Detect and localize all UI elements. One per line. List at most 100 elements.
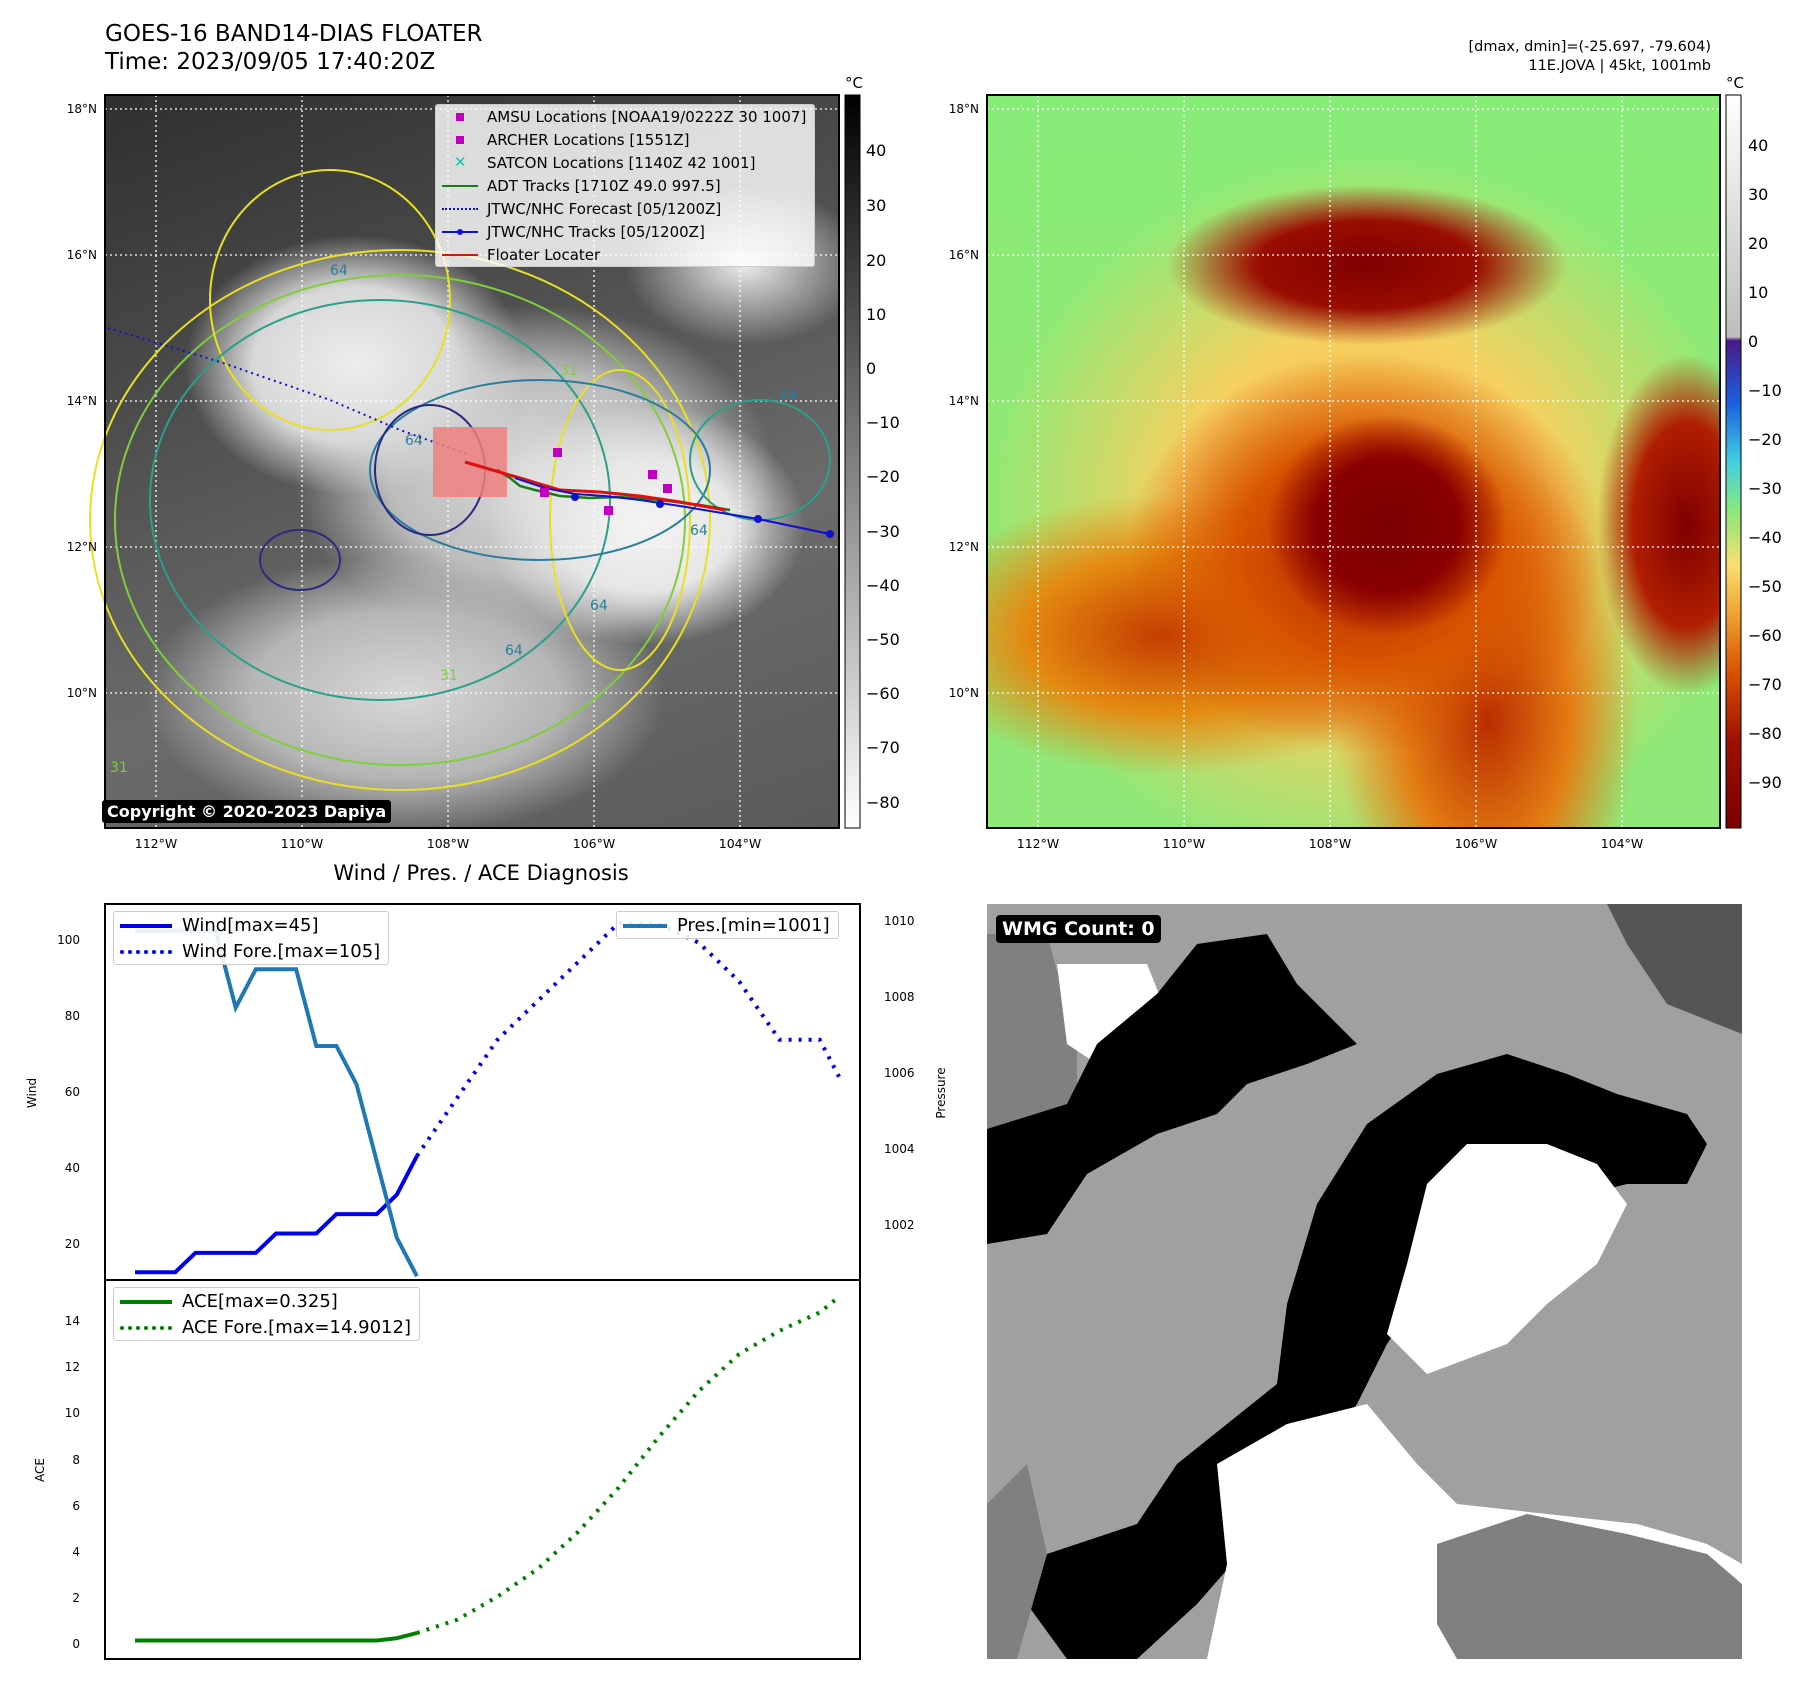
wmg-count-badge: WMG Count: 0: [996, 915, 1161, 943]
pressure-legend: Pres.[min=1001]: [616, 911, 839, 939]
gray-cbar-tick: −50: [866, 630, 900, 649]
legend-item-ace-fore: ACE Fore.[max=14.9012]: [114, 1314, 419, 1340]
wmg-white-cloud-right: [1387, 1144, 1627, 1374]
ir-map-lon-ticks: 112°W 110°W 108°W 106°W 104°W: [135, 836, 761, 851]
wind-tick: 100: [57, 933, 80, 947]
wmg-mid-patch-left: [987, 1464, 1047, 1659]
lon-tick: 108°W: [427, 836, 469, 851]
legend-item-wind-fore: Wind Fore.[max=105]: [114, 938, 388, 964]
legend-item-tracks: JTWC/NHC Tracks [05/1200Z]: [436, 220, 814, 243]
legend-label: Pres.[min=1001]: [677, 914, 830, 936]
color-cbar-tick: −10: [1748, 381, 1782, 400]
contour-label: 31: [110, 760, 128, 776]
gray-cbar-tick: −10: [866, 413, 900, 432]
wind-tick: 60: [65, 1085, 80, 1099]
lon-tick: 104°W: [1601, 836, 1643, 851]
color-colorbar-ticks: 40 30 20 10 0 −10 −20 −30 −40 −50 −60 −7…: [1748, 136, 1782, 792]
gray-cbar-tick: 0: [866, 359, 876, 378]
lat-tick: 12°N: [67, 540, 97, 554]
lat-tick: 16°N: [949, 248, 979, 262]
ace-tick: 12: [65, 1360, 80, 1374]
legend-label: Floater Locater: [487, 245, 601, 264]
copyright-badge: Copyright © 2020-2023 Dapiya: [102, 800, 392, 823]
wind-axis-label: Wind: [25, 1078, 39, 1108]
legend-item-ace: ACE[max=0.325]: [114, 1288, 419, 1314]
contour-label: 64: [405, 433, 423, 449]
jtwc-track-points: [571, 493, 834, 538]
wmg-black-band-upper: [987, 934, 1357, 1244]
line-marker-icon: [442, 249, 478, 261]
gray-cbar-tick: −70: [866, 738, 900, 757]
wind-axis-ticks: 100 80 60 40 20: [57, 933, 80, 1251]
lat-tick: 14°N: [67, 394, 97, 408]
wind-legend: Wind[max=45] Wind Fore.[max=105]: [113, 911, 390, 965]
lat-tick: 18°N: [949, 102, 979, 116]
color-cbar-tick: 10: [1748, 283, 1768, 302]
legend-label: SATCON Locations [1140Z 42 1001]: [487, 153, 756, 172]
archer-marker: [648, 470, 657, 479]
jtwc-forecast-line: [107, 327, 471, 456]
ace-legend: ACE[max=0.325] ACE Fore.[max=14.9012]: [113, 1287, 420, 1341]
square-marker-icon: [442, 134, 478, 146]
series-line-1-0: [135, 928, 419, 1278]
lat-tick: 10°N: [67, 686, 97, 700]
color-cbar-tick: −60: [1748, 626, 1782, 645]
contour-label: 31: [560, 363, 578, 379]
gray-cbar-tick: −60: [866, 684, 900, 703]
legend-item-pressure: Pres.[min=1001]: [617, 912, 838, 938]
ir-map-lat-ticks: 18°N 16°N 14°N 12°N 10°N: [67, 102, 97, 700]
jtwc-track-line: [514, 477, 831, 535]
ace-tick: 10: [65, 1406, 80, 1420]
contour-label: 31: [440, 668, 458, 684]
legend-item-archer: ARCHER Locations [1551Z]: [436, 128, 814, 151]
ace-tick: 2: [72, 1591, 80, 1605]
color-map-lat-ticks: 18°N 16°N 14°N 12°N 10°N: [949, 102, 979, 700]
color-cbar-tick: 0: [1748, 332, 1758, 351]
dmax-dmin-text: [dmax, dmin]=(-25.697, -79.604): [1468, 39, 1712, 55]
wmg-dark-patch: [1607, 904, 1742, 1034]
color-cbar-tick: −40: [1748, 528, 1782, 547]
series-line-0-0: [135, 1155, 419, 1275]
storm-summary-text: 11E.JOVA | 45kt, 1001mb: [1528, 58, 1711, 74]
legend-label: Wind[max=45]: [182, 914, 319, 936]
legend-item-satcon: ✕ SATCON Locations [1140Z 42 1001]: [436, 151, 814, 174]
pressure-tick: 1002: [884, 1218, 915, 1232]
legend-item-amsu: AMSU Locations [NOAA19/0222Z 30 1007]: [436, 105, 814, 128]
title-product: GOES-16 BAND14-DIAS FLOATER: [105, 21, 483, 47]
ace-axes-frame: [104, 1279, 861, 1660]
contour-labels: 64 64 64 64 64 64 31 31 31: [110, 263, 798, 776]
legend-item-adt: ADT Tracks [1710Z 49.0 997.5]: [436, 174, 814, 197]
legend-label: JTWC/NHC Forecast [05/1200Z]: [487, 199, 722, 218]
pressure-tick: 1004: [884, 1142, 915, 1156]
lon-tick: 106°W: [1455, 836, 1497, 851]
legend-label: Wind Fore.[max=105]: [182, 940, 381, 962]
series-line-0-1: [415, 921, 842, 1158]
color-cbar-tick: −30: [1748, 479, 1782, 498]
legend-item-floater: Floater Locater: [436, 243, 814, 266]
line-dot-icon: [442, 226, 478, 238]
lat-tick: 16°N: [67, 248, 97, 262]
color-cbar-tick: −90: [1748, 773, 1782, 792]
lon-tick: 104°W: [719, 836, 761, 851]
lon-tick: 112°W: [1017, 836, 1059, 851]
wmg-gray-patch-bottom: [1437, 1514, 1742, 1659]
gray-cbar-tick: 10: [866, 305, 886, 324]
ace-tick: 4: [72, 1545, 80, 1559]
ace-tick: 8: [72, 1453, 80, 1467]
color-cbar-tick: 30: [1748, 185, 1768, 204]
lon-tick: 110°W: [281, 836, 323, 851]
color-cbar-tick: −20: [1748, 430, 1782, 449]
wmg-panel: [987, 904, 1742, 1659]
map-legend: AMSU Locations [NOAA19/0222Z 30 1007] AR…: [435, 104, 816, 267]
color-colorbar: [1725, 94, 1742, 829]
lat-tick: 10°N: [949, 686, 979, 700]
contour-label: 64: [780, 388, 798, 404]
legend-label: ACE[max=0.325]: [182, 1290, 338, 1312]
wind-tick: 20: [65, 1237, 80, 1251]
lon-tick: 108°W: [1309, 836, 1351, 851]
gray-cbar-tick: −20: [866, 467, 900, 486]
ace-tick: 14: [65, 1314, 80, 1328]
pressure-axis-label: Pressure: [934, 1067, 948, 1118]
line-marker-icon: [120, 919, 172, 931]
